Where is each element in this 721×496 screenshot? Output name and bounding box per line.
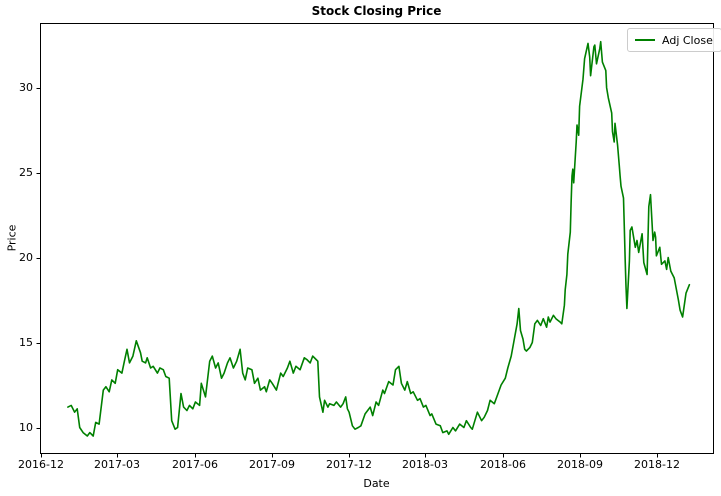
axis-tick-marks: [36, 88, 658, 458]
axes-spines: [40, 23, 714, 454]
x-tick-label: 2017-12: [326, 458, 372, 471]
price-line-series: [67, 40, 691, 437]
chart-title: Stock Closing Price: [311, 4, 442, 18]
x-tick-label: 2018-03: [402, 458, 448, 471]
y-tick-label: 30: [19, 81, 33, 94]
y-tick-label: 15: [19, 336, 33, 349]
adj-close-line: [67, 40, 691, 437]
x-tick-label: 2018-06: [480, 458, 526, 471]
legend-line-swatch: [635, 39, 655, 41]
y-tick-label: 10: [19, 421, 33, 434]
y-tick-label: 25: [19, 166, 33, 179]
x-tick-label: 2016-12: [18, 458, 64, 471]
y-tick-label: 20: [19, 251, 33, 264]
x-tick-label: 2018-12: [634, 458, 680, 471]
legend: Adj Close: [627, 28, 721, 52]
x-tick-label: 2017-06: [172, 458, 218, 471]
x-axis-label: Date: [363, 477, 390, 490]
x-tick-label: 2017-03: [94, 458, 140, 471]
legend-label: Adj Close: [662, 33, 713, 47]
x-tick-label: 2018-09: [557, 458, 603, 471]
x-tick-label: 2017-09: [249, 458, 295, 471]
